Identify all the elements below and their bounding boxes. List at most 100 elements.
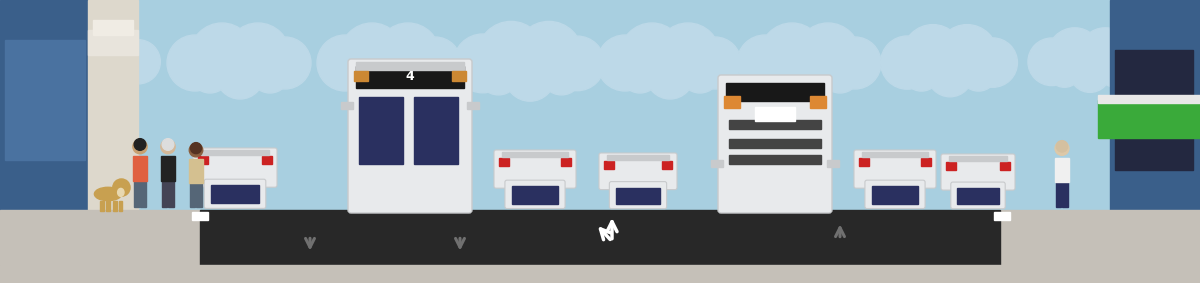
Circle shape	[902, 53, 941, 91]
Bar	[190, 159, 203, 183]
FancyBboxPatch shape	[599, 153, 677, 190]
Bar	[161, 156, 175, 181]
Circle shape	[116, 40, 161, 84]
Bar	[100, 201, 104, 211]
Circle shape	[58, 53, 91, 87]
FancyBboxPatch shape	[204, 179, 265, 208]
FancyBboxPatch shape	[718, 75, 832, 213]
Circle shape	[133, 140, 148, 154]
Bar	[499, 158, 509, 166]
Bar	[162, 180, 167, 207]
Circle shape	[190, 53, 230, 93]
Bar	[946, 162, 956, 170]
FancyBboxPatch shape	[348, 59, 472, 213]
Bar	[354, 71, 368, 81]
Bar	[604, 161, 614, 169]
Circle shape	[317, 35, 373, 91]
Bar	[198, 156, 208, 164]
Bar	[1000, 210, 1200, 265]
Bar	[730, 155, 821, 164]
Bar	[1110, 0, 1200, 265]
FancyBboxPatch shape	[193, 148, 277, 187]
Circle shape	[1055, 142, 1069, 155]
Bar	[94, 20, 133, 35]
Circle shape	[620, 23, 684, 87]
Circle shape	[937, 25, 997, 85]
Bar	[0, 0, 90, 265]
Circle shape	[1028, 38, 1075, 85]
Bar	[1098, 100, 1200, 138]
Bar	[859, 158, 869, 166]
Circle shape	[928, 51, 973, 97]
Bar	[140, 180, 146, 207]
Circle shape	[1048, 28, 1102, 82]
Circle shape	[167, 35, 223, 91]
Bar	[662, 161, 672, 169]
FancyBboxPatch shape	[854, 150, 936, 188]
Bar	[202, 150, 269, 155]
Circle shape	[796, 23, 860, 87]
Circle shape	[38, 38, 85, 85]
Bar	[197, 181, 202, 207]
Bar	[0, 265, 1200, 283]
Circle shape	[1078, 28, 1133, 82]
Bar	[200, 210, 1000, 265]
Circle shape	[656, 23, 720, 87]
Circle shape	[216, 51, 264, 99]
Bar	[119, 201, 122, 211]
Circle shape	[134, 139, 146, 150]
Circle shape	[400, 53, 440, 93]
Bar	[133, 156, 148, 181]
Text: 4: 4	[406, 70, 414, 83]
Circle shape	[760, 23, 824, 87]
FancyBboxPatch shape	[950, 182, 1006, 209]
Bar	[562, 158, 571, 166]
Circle shape	[550, 36, 605, 91]
Circle shape	[191, 143, 202, 154]
Circle shape	[161, 140, 175, 154]
Circle shape	[478, 53, 520, 95]
Circle shape	[259, 37, 311, 89]
Bar	[710, 160, 722, 167]
Circle shape	[689, 37, 742, 89]
Circle shape	[515, 22, 582, 89]
Circle shape	[190, 143, 203, 157]
Circle shape	[226, 23, 290, 87]
Bar	[810, 97, 826, 108]
Circle shape	[505, 51, 556, 101]
Bar	[827, 160, 839, 167]
Bar	[414, 97, 458, 164]
Bar	[133, 180, 139, 207]
Bar	[1098, 95, 1200, 103]
Circle shape	[250, 53, 290, 93]
Bar	[356, 66, 464, 88]
Circle shape	[786, 51, 834, 99]
Bar	[872, 186, 918, 204]
Bar	[262, 156, 272, 164]
Bar	[724, 97, 740, 108]
Circle shape	[1069, 52, 1110, 93]
Bar	[607, 155, 670, 160]
Circle shape	[454, 34, 512, 93]
Circle shape	[540, 53, 582, 95]
FancyBboxPatch shape	[494, 150, 576, 188]
Circle shape	[190, 23, 254, 87]
Bar	[0, 210, 200, 265]
Bar	[113, 201, 116, 211]
Bar	[107, 201, 110, 211]
FancyBboxPatch shape	[865, 180, 925, 209]
Bar	[192, 212, 208, 220]
Bar	[1055, 158, 1069, 182]
Circle shape	[478, 22, 545, 89]
Bar	[1056, 181, 1061, 207]
Circle shape	[340, 53, 380, 93]
Bar	[190, 181, 196, 207]
Bar	[341, 102, 353, 109]
Circle shape	[646, 51, 694, 99]
Bar	[5, 40, 85, 160]
Circle shape	[620, 53, 660, 93]
Circle shape	[1056, 141, 1068, 152]
Circle shape	[88, 28, 143, 82]
Bar	[168, 180, 174, 207]
Circle shape	[366, 51, 414, 99]
